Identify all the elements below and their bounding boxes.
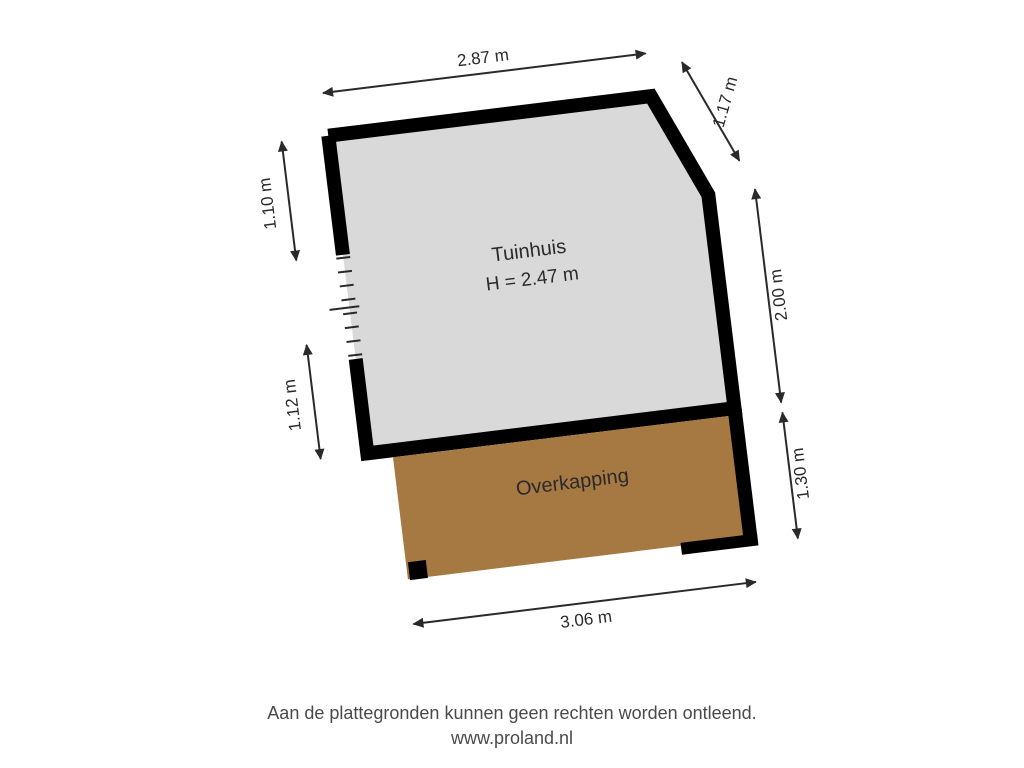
footer-line1: Aan de plattegronden kunnen geen rechten… bbox=[0, 701, 1024, 725]
footer-line2: www.proland.nl bbox=[0, 726, 1024, 750]
footer-disclaimer: Aan de plattegronden kunnen geen rechten… bbox=[0, 701, 1024, 750]
dim-left-upper-line bbox=[282, 141, 297, 260]
dim-right-upper: 1.17 m bbox=[709, 74, 742, 129]
dim-left-upper: 1.10 m bbox=[255, 177, 280, 231]
room-tuinhuis: Tuinhuis H = 2.47 m bbox=[308, 91, 734, 456]
dim-bottom: 3.06 m bbox=[559, 607, 613, 632]
dim-left-lower: 1.12 m bbox=[280, 378, 305, 432]
dim-top: 2.87 m bbox=[456, 45, 510, 70]
dim-left-lower-line bbox=[307, 345, 321, 459]
floorplan-svg: Tuinhuis H = 2.47 m Overkapping bbox=[0, 0, 1024, 700]
floorplan-canvas: Tuinhuis H = 2.47 m Overkapping bbox=[0, 0, 1024, 768]
